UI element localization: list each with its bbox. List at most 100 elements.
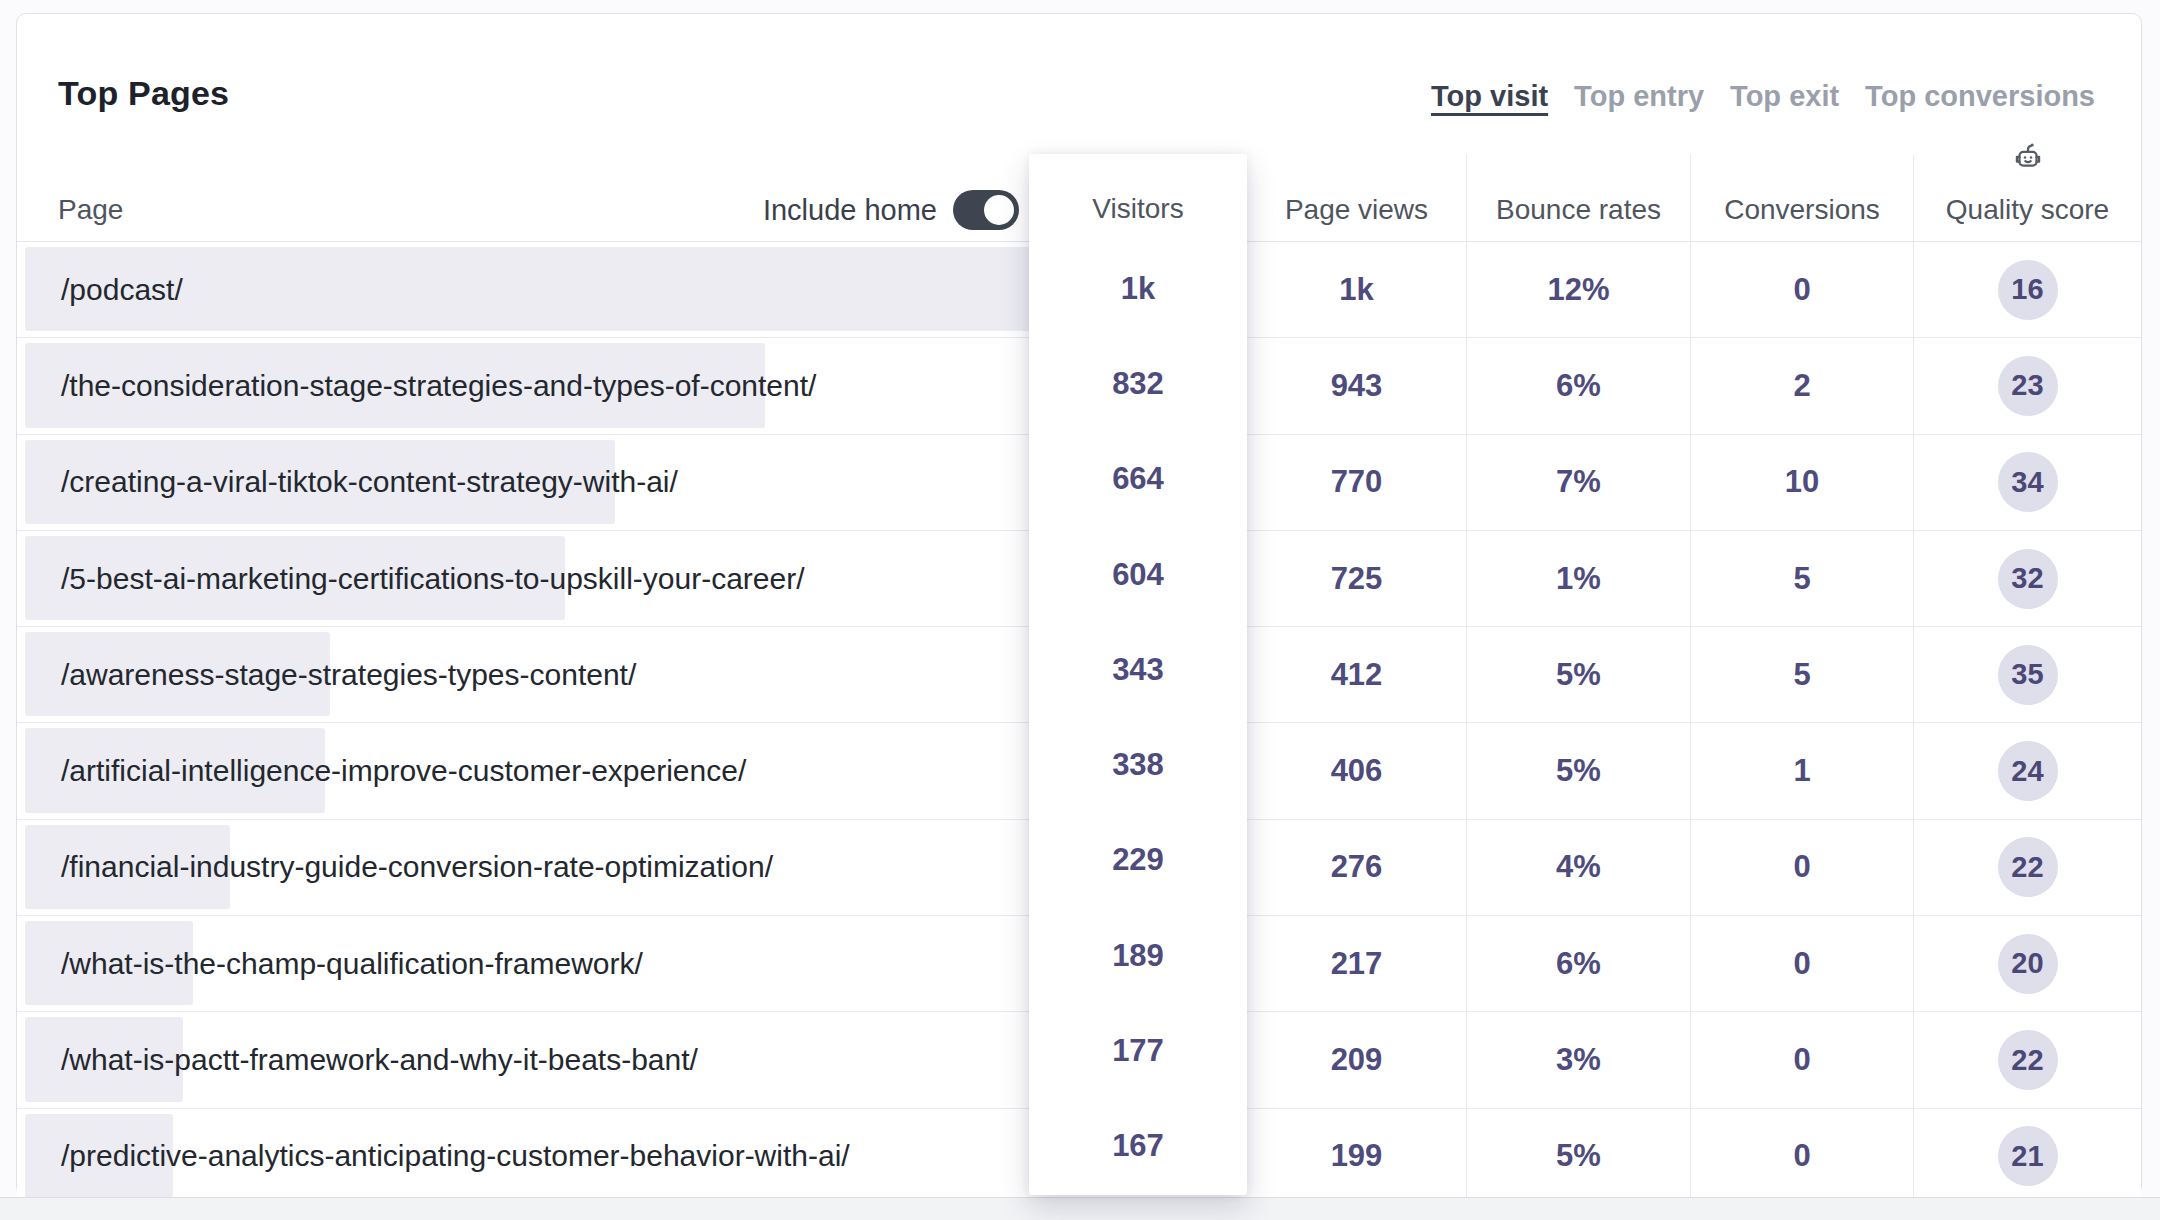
- bounce-rate-value: 5%: [1556, 1138, 1601, 1174]
- top-pages-card: Top Pages Top visitTop entryTop exitTop …: [16, 13, 2142, 1196]
- page-views-cell: 209: [1247, 1012, 1467, 1107]
- visitors-column-label: Visitors: [1092, 193, 1183, 225]
- conversions-value: 10: [1785, 464, 1819, 500]
- bounce-rate-cell: 12%: [1467, 242, 1691, 337]
- quality-score-cell: 24: [1914, 723, 2141, 818]
- bounce-rate-cell: 7%: [1467, 435, 1691, 530]
- visitors-value: 229: [1112, 842, 1164, 878]
- visitors-cell: 229: [1029, 813, 1247, 908]
- column-header-conversions: Conversions: [1691, 155, 1914, 241]
- page-views-cell: 943: [1247, 338, 1467, 433]
- page-views-value: 276: [1331, 849, 1383, 885]
- conversions-value: 5: [1793, 657, 1810, 693]
- quality-score-badge: 32: [1998, 549, 2058, 609]
- page-views-value: 412: [1331, 657, 1383, 693]
- bounce-rate-cell: 5%: [1467, 627, 1691, 722]
- page-views-value: 725: [1331, 561, 1383, 597]
- visitors-value: 664: [1112, 461, 1164, 497]
- column-header-visitors: Visitors: [1029, 154, 1247, 241]
- bounce-rate-cell: 6%: [1467, 916, 1691, 1011]
- bounce-rate-value: 3%: [1556, 1042, 1601, 1078]
- quality-score-badge: 22: [1998, 837, 2058, 897]
- page-views-value: 1k: [1339, 272, 1373, 308]
- visitors-value: 177: [1112, 1033, 1164, 1069]
- page-views-value: 770: [1331, 464, 1383, 500]
- column-header-bounce-rates: Bounce rates: [1467, 155, 1691, 241]
- conversions-value: 0: [1793, 272, 1810, 308]
- page-path[interactable]: /awareness-stage-strategies-types-conten…: [61, 658, 636, 692]
- column-header-page-views: Page views: [1247, 155, 1467, 241]
- visitors-cell: 338: [1029, 717, 1247, 812]
- visitors-value: 343: [1112, 652, 1164, 688]
- quality-score-column-label: Quality score: [1946, 194, 2109, 226]
- page-path[interactable]: /artificial-intelligence-improve-custome…: [61, 754, 746, 788]
- visitors-value: 604: [1112, 557, 1164, 593]
- quality-score-badge: 22: [1998, 1030, 2058, 1090]
- conversions-cell: 2: [1691, 338, 1914, 433]
- report-tab[interactable]: Top exit: [1730, 80, 1839, 113]
- conversions-cell: 1: [1691, 723, 1914, 818]
- page-path[interactable]: /financial-industry-guide-conversion-rat…: [61, 850, 773, 884]
- bounce-rate-value: 1%: [1556, 561, 1601, 597]
- conversions-cell: 5: [1691, 627, 1914, 722]
- bounce-rate-cell: 6%: [1467, 338, 1691, 433]
- page-views-value: 943: [1331, 368, 1383, 404]
- quality-score-cell: 23: [1914, 338, 2141, 433]
- visitors-column-card: Visitors 1k832664604343338229189177167: [1029, 154, 1247, 1195]
- page-views-value: 209: [1331, 1042, 1383, 1078]
- visitors-cell: 189: [1029, 908, 1247, 1003]
- report-tab[interactable]: Top entry: [1574, 80, 1704, 113]
- quality-score-cell: 32: [1914, 531, 2141, 626]
- quality-score-cell: 20: [1914, 916, 2141, 1011]
- conversions-value: 2: [1793, 368, 1810, 404]
- bounce-rate-cell: 5%: [1467, 723, 1691, 818]
- page-views-cell: 770: [1247, 435, 1467, 530]
- quality-score-badge: 20: [1998, 934, 2058, 994]
- robot-icon: [2010, 141, 2046, 181]
- conversions-value: 0: [1793, 849, 1810, 885]
- page-views-cell: 1k: [1247, 242, 1467, 337]
- visitors-values: 1k832664604343338229189177167: [1029, 241, 1247, 1194]
- quality-score-cell: 22: [1914, 820, 2141, 915]
- bounce-rate-value: 5%: [1556, 657, 1601, 693]
- page-path[interactable]: /the-consideration-stage-strategies-and-…: [61, 369, 816, 403]
- quality-score-badge: 21: [1998, 1126, 2058, 1186]
- conversions-value: 0: [1793, 946, 1810, 982]
- page-path[interactable]: /what-is-pactt-framework-and-why-it-beat…: [61, 1043, 698, 1077]
- page-path[interactable]: /podcast/: [61, 273, 183, 307]
- bounce-rate-cell: 1%: [1467, 531, 1691, 626]
- visitors-cell: 177: [1029, 1003, 1247, 1098]
- conversions-cell: 0: [1691, 916, 1914, 1011]
- conversions-cell: 0: [1691, 1012, 1914, 1107]
- conversions-column-label: Conversions: [1724, 194, 1880, 226]
- bounce-rate-cell: 3%: [1467, 1012, 1691, 1107]
- report-tab[interactable]: Top conversions: [1865, 80, 2095, 113]
- bounce-rate-value: 6%: [1556, 946, 1601, 982]
- page-path[interactable]: /what-is-the-champ-qualification-framewo…: [61, 947, 643, 981]
- include-home-label: Include home: [763, 194, 937, 227]
- bounce-rate-cell: 5%: [1467, 1109, 1691, 1204]
- page-path[interactable]: /creating-a-viral-tiktok-content-strateg…: [61, 465, 678, 499]
- page-background-band: [0, 1197, 2160, 1220]
- bounce-rate-value: 7%: [1556, 464, 1601, 500]
- visitors-cell: 604: [1029, 527, 1247, 622]
- page-views-cell: 199: [1247, 1109, 1467, 1204]
- page-views-cell: 217: [1247, 916, 1467, 1011]
- page-path[interactable]: /5-best-ai-marketing-certifications-to-u…: [61, 562, 805, 596]
- include-home-toggle[interactable]: [953, 190, 1019, 230]
- visitors-cell: 1k: [1029, 241, 1247, 336]
- visitors-value: 1k: [1121, 271, 1155, 307]
- conversions-value: 1: [1793, 753, 1810, 789]
- conversions-cell: 0: [1691, 1109, 1914, 1204]
- bounce-rate-value: 4%: [1556, 849, 1601, 885]
- bounce-rate-cell: 4%: [1467, 820, 1691, 915]
- toggle-knob: [984, 195, 1014, 225]
- page-path[interactable]: /predictive-analytics-anticipating-custo…: [61, 1139, 850, 1173]
- page-views-cell: 276: [1247, 820, 1467, 915]
- visitors-value: 167: [1112, 1128, 1164, 1164]
- quality-score-badge: 34: [1998, 452, 2058, 512]
- quality-score-cell: 34: [1914, 435, 2141, 530]
- quality-score-badge: 16: [1998, 260, 2058, 320]
- report-tab[interactable]: Top visit: [1431, 80, 1548, 113]
- conversions-cell: 0: [1691, 242, 1914, 337]
